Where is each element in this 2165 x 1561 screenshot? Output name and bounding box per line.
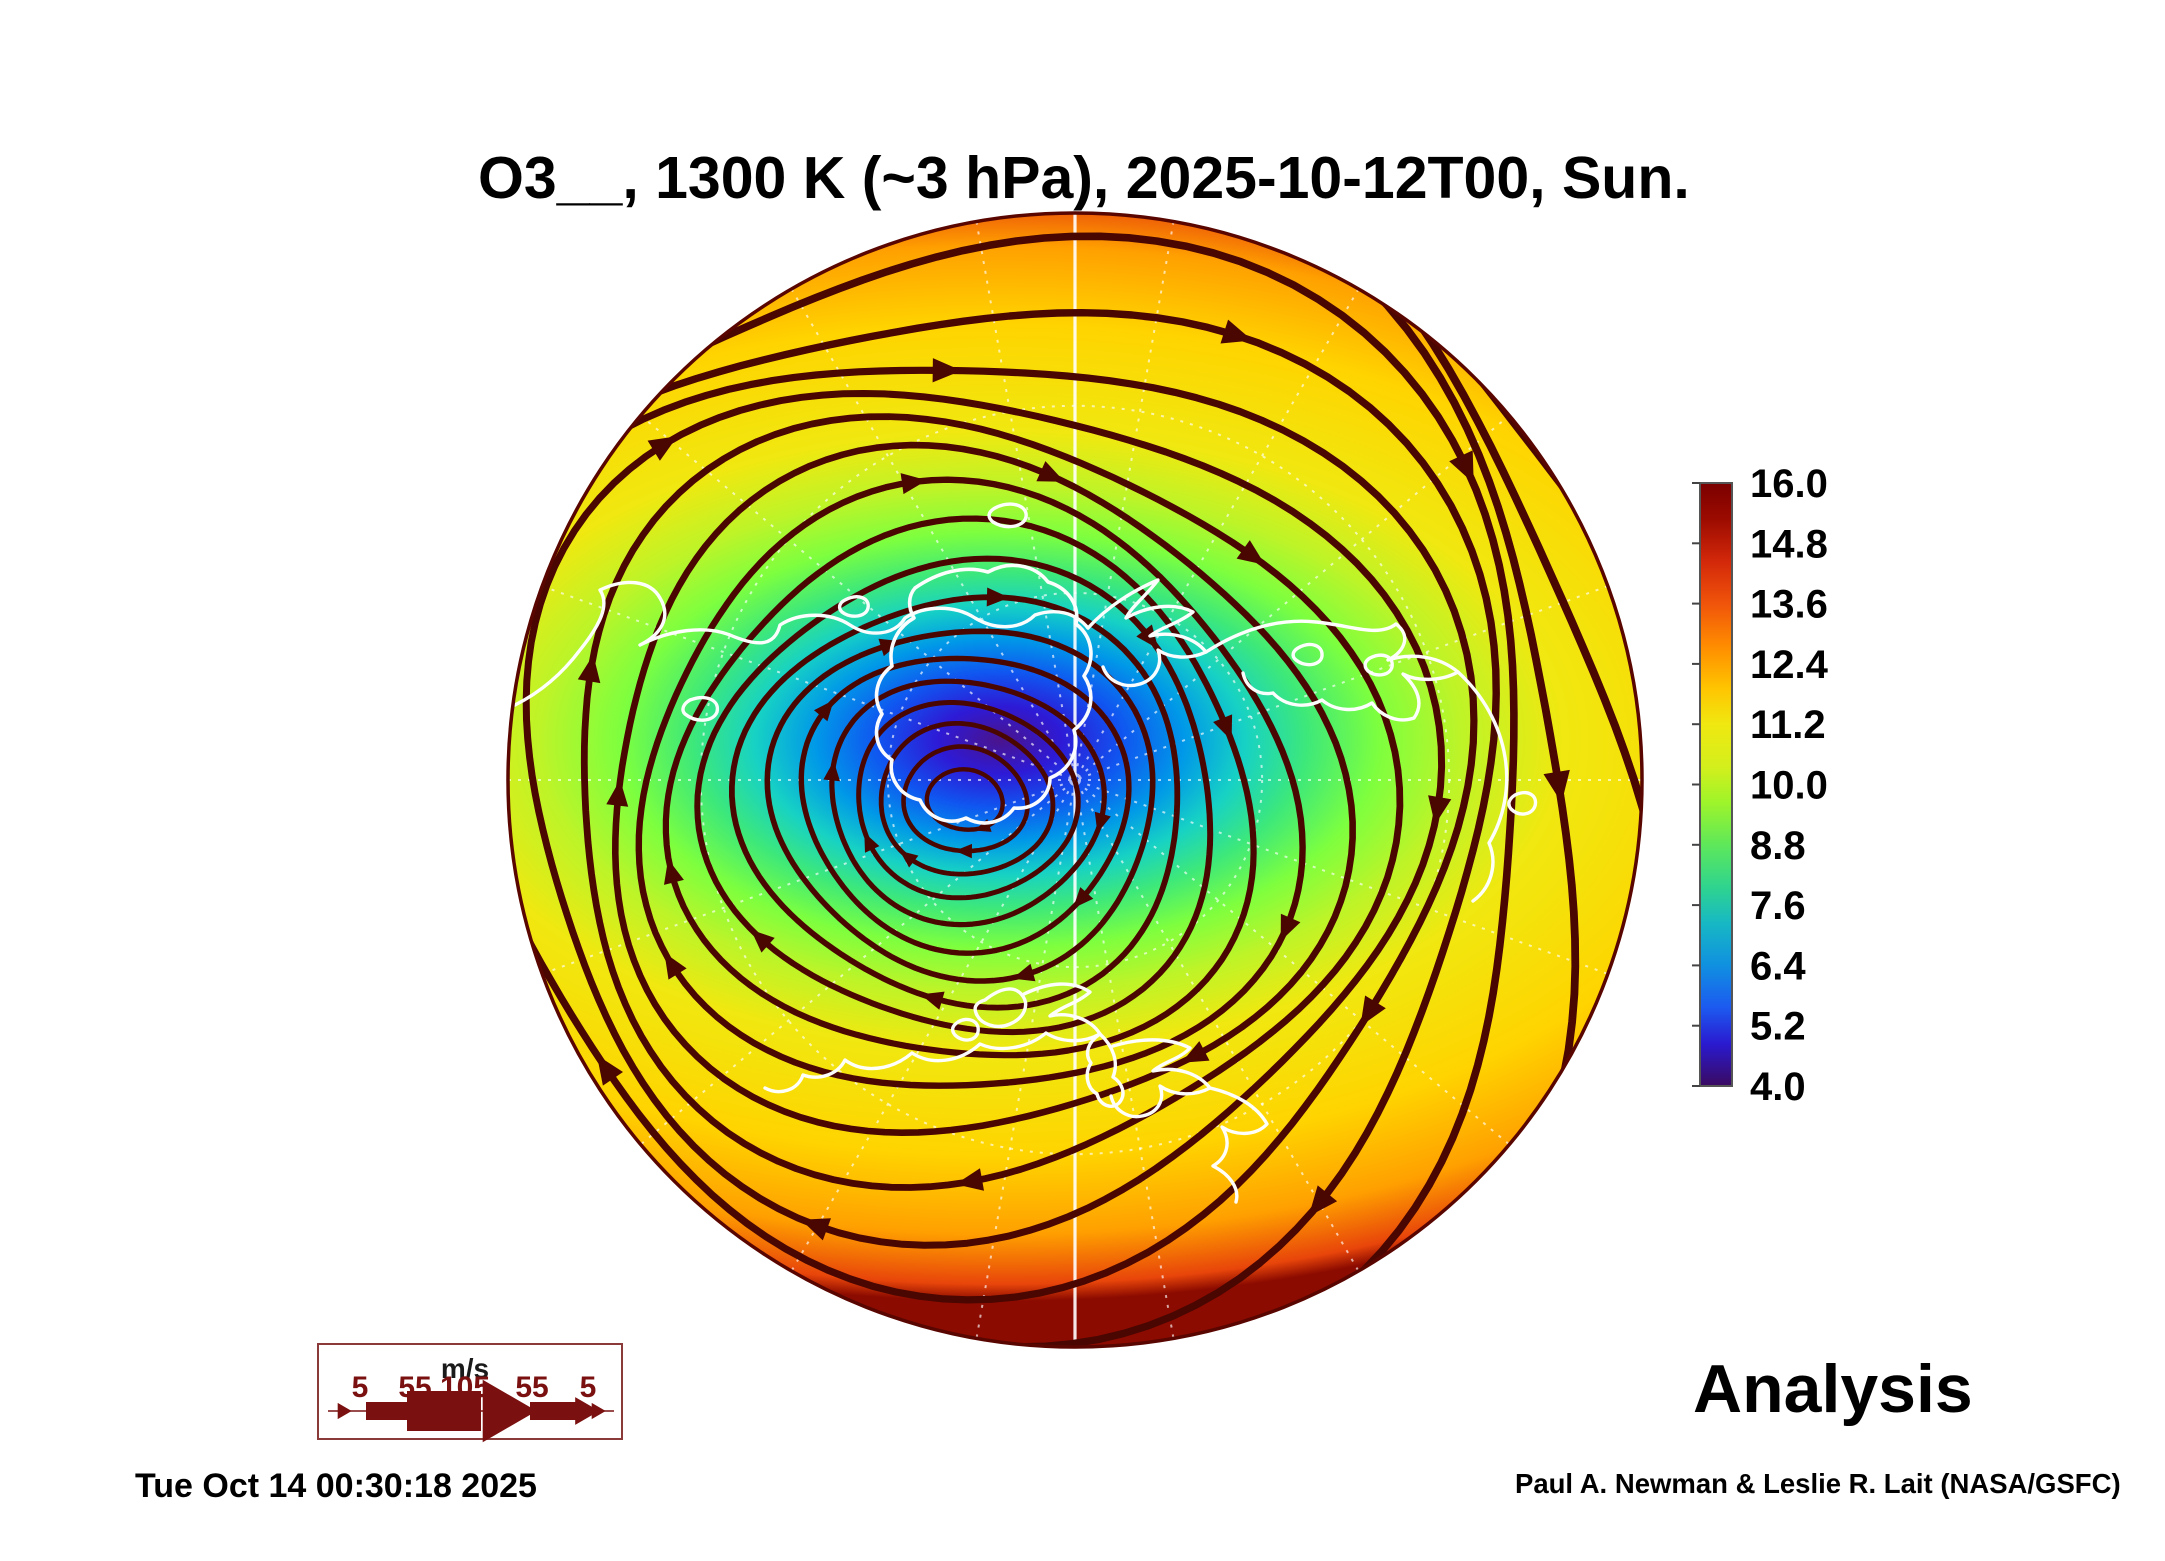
svg-text:14.8: 14.8 — [1750, 522, 1828, 566]
svg-text:6.4: 6.4 — [1750, 944, 1806, 988]
svg-text:Paul A. Newman & Leslie R. Lai: Paul A. Newman & Leslie R. Lait (NASA/GS… — [1515, 1468, 2121, 1499]
svg-text:5: 5 — [580, 1371, 597, 1404]
svg-text:55: 55 — [515, 1371, 548, 1404]
svg-text:4.0: 4.0 — [1750, 1065, 1806, 1109]
svg-text:13.6: 13.6 — [1750, 583, 1828, 627]
svg-text:Analysis: Analysis — [1693, 1351, 1973, 1427]
svg-text:12.4: 12.4 — [1750, 643, 1829, 687]
svg-text:7.6: 7.6 — [1750, 884, 1806, 928]
svg-text:10.0: 10.0 — [1750, 764, 1828, 808]
svg-text:5.2: 5.2 — [1750, 1005, 1806, 1049]
svg-text:5: 5 — [352, 1371, 369, 1404]
svg-text:O3__, 1300 K (~3 hPa), 2025-10: O3__, 1300 K (~3 hPa), 2025-10-12T00, Su… — [478, 145, 1690, 211]
svg-text:8.8: 8.8 — [1750, 824, 1806, 868]
svg-text:16.0: 16.0 — [1750, 462, 1828, 506]
svg-text:Tue Oct 14 00:30:18 2025: Tue Oct 14 00:30:18 2025 — [135, 1467, 537, 1505]
svg-text:11.2: 11.2 — [1750, 703, 1826, 747]
